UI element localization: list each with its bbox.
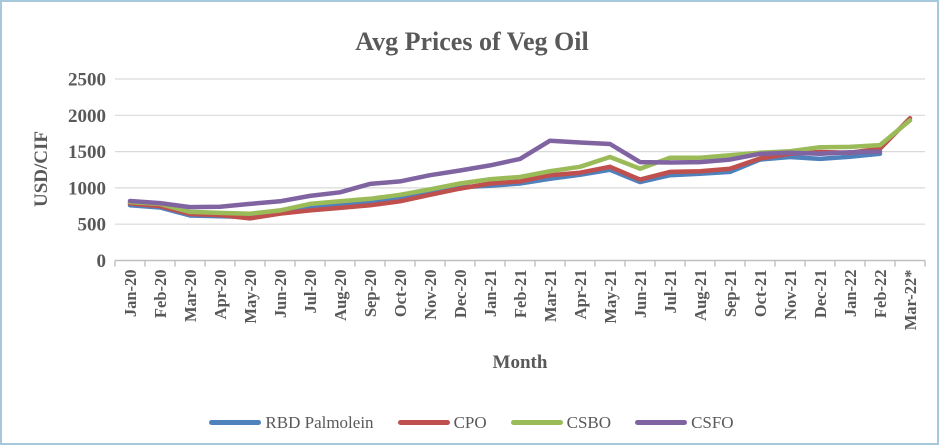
series-line-csbo (127, 118, 913, 216)
y-tick-label: 0 (97, 251, 107, 272)
x-tick-label: Jun-20 (271, 270, 290, 319)
x-axis-title: Month (493, 352, 548, 373)
x-tick-label: Feb-21 (511, 270, 530, 319)
y-tick-label: 1000 (68, 178, 106, 199)
legend-line-swatch (635, 419, 688, 425)
legend-line-swatch (209, 419, 262, 425)
x-tick-label: Feb-22 (871, 270, 890, 319)
chart-title: Avg Prices of Veg Oil (355, 27, 588, 56)
x-tick-label: Jul-20 (301, 270, 320, 314)
x-tick-label: Mar-22* (901, 270, 920, 331)
x-tick-label: Apr-20 (211, 270, 230, 320)
x-tick-label: Nov-20 (421, 270, 440, 320)
x-tick-label: Jan-22 (841, 270, 860, 318)
x-tick-label: Sep-20 (361, 270, 380, 318)
chart-legend: RBD Palmolein CPO CSBO CSFO (2, 406, 939, 438)
legend-label: CSBO (566, 412, 612, 432)
axes (114, 259, 926, 267)
y-tick-label: 1500 (68, 142, 106, 163)
x-tick-label: Jan-21 (481, 270, 500, 318)
legend-line-swatch (510, 419, 563, 425)
legend-item-csbo: CSBO (510, 412, 612, 432)
x-tick-label: Jun-21 (631, 270, 650, 319)
x-tick-label: Nov-21 (781, 270, 800, 320)
x-tick-label: Sep-21 (721, 270, 740, 318)
legend-label: CSFO (691, 412, 734, 432)
x-tick-label: Mar-21 (541, 270, 560, 323)
x-tick-label: Feb-20 (151, 270, 170, 319)
y-tick-label: 2000 (68, 106, 106, 127)
x-tick-label: Apr-21 (571, 270, 590, 320)
gridlines (115, 78, 925, 225)
x-tick-label: May-20 (241, 270, 260, 324)
legend-label: RBD Palmolein (265, 412, 374, 432)
x-tick-label: Aug-21 (691, 270, 710, 321)
x-tick-label: Mar-20 (181, 270, 200, 323)
legend-item-csfo: CSFO (635, 414, 734, 431)
axis-tick-labels: 0 500 1000 1500 2000 2500 Jan-20 Feb-20 Mar-20 Ap… (68, 70, 920, 331)
series-line-cpo (127, 115, 913, 221)
legend-item-rbd-palmolein: RBD Palmolein (209, 412, 374, 432)
y-tick-label: 500 (78, 215, 107, 236)
x-tick-label: Oct-21 (751, 270, 770, 318)
series-line-csfo (127, 138, 883, 210)
x-tick-label: Jan-20 (121, 270, 140, 318)
x-tick-label: May-21 (601, 270, 620, 324)
x-tick-label: Jul-21 (661, 270, 680, 314)
y-axis-title: USD/CIF (31, 131, 52, 207)
legend-item-cpo: CPO (397, 412, 487, 432)
x-tick-label: Aug-20 (331, 270, 350, 321)
data-series-lines (127, 115, 913, 221)
x-tick-label: Dec-21 (811, 270, 830, 319)
legend-line-swatch (397, 419, 450, 425)
x-tick-label: Dec-20 (451, 270, 470, 319)
legend-label: CPO (453, 412, 487, 432)
x-tick-label: Oct-20 (391, 270, 410, 318)
y-tick-label: 2500 (68, 70, 106, 91)
